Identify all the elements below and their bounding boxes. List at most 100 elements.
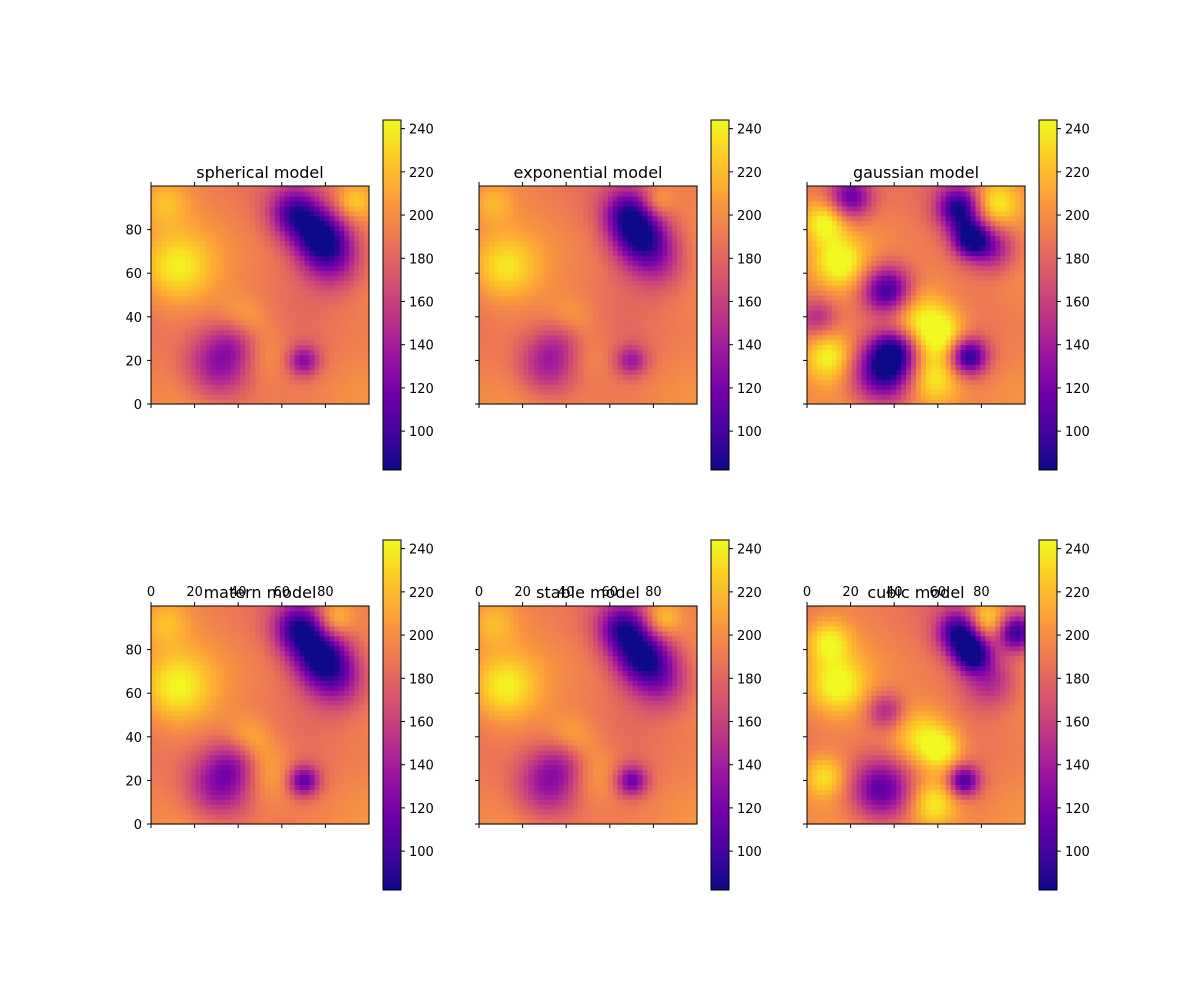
heatmap-cell	[314, 235, 321, 242]
heatmap-cell	[687, 275, 693, 281]
heatmap-cell	[493, 250, 500, 256]
heatmap-cell	[155, 349, 162, 356]
heatmap-cell	[289, 329, 296, 336]
heatmap-cell	[240, 344, 246, 351]
heatmap-cell	[637, 374, 644, 380]
heatmap-cell	[637, 290, 644, 296]
heatmap-cell	[807, 235, 813, 242]
heatmap-cell	[339, 354, 345, 360]
heatmap-cell	[538, 354, 544, 360]
heatmap-cell	[260, 319, 266, 326]
heatmap-cell	[210, 334, 216, 341]
heatmap-cell	[269, 349, 276, 356]
heatmap-cell	[155, 210, 162, 217]
heatmap-cell	[255, 285, 261, 291]
heatmap-cell	[264, 364, 271, 370]
heatmap-cell	[289, 260, 296, 266]
heatmap-cell	[518, 379, 525, 385]
heatmap-cell	[230, 215, 236, 222]
heatmap-cell	[339, 255, 345, 261]
heatmap-cell	[687, 215, 693, 222]
heatmap-cell	[319, 324, 325, 331]
heatmap-cell	[543, 210, 549, 217]
heatmap-cell	[309, 314, 316, 321]
heatmap-cell	[274, 290, 281, 296]
heatmap-cell	[811, 235, 818, 242]
heatmap-cell	[215, 210, 221, 217]
heatmap-cell	[851, 349, 858, 356]
heatmap-cell	[807, 195, 813, 202]
heatmap-cell	[523, 374, 530, 380]
heatmap-cell	[543, 290, 549, 296]
heatmap-cell	[637, 399, 644, 405]
heatmap-cell	[304, 359, 311, 365]
heatmap-cell	[578, 255, 584, 261]
heatmap-cell	[513, 389, 520, 395]
heatmap-cell	[225, 270, 231, 276]
heatmap-cell	[876, 364, 882, 370]
heatmap-cell	[563, 389, 569, 395]
heatmap-cell	[846, 270, 853, 276]
heatmap-cell	[508, 285, 515, 291]
heatmap-cell	[597, 230, 604, 237]
heatmap-cell	[553, 354, 559, 360]
heatmap-cell	[483, 190, 490, 197]
heatmap-cell	[349, 200, 355, 207]
heatmap-cell	[637, 200, 644, 207]
heatmap-cell	[662, 245, 668, 251]
heatmap-cell	[304, 190, 311, 197]
heatmap-cell	[329, 200, 335, 207]
heatmap-cell	[602, 275, 609, 281]
heatmap-cell	[583, 364, 589, 370]
heatmap-cell	[826, 186, 833, 192]
heatmap-cell	[627, 334, 634, 341]
heatmap-cell	[508, 299, 515, 306]
heatmap-cell	[573, 260, 579, 266]
heatmap-cell	[896, 275, 902, 281]
heatmap-cell	[632, 364, 639, 370]
heatmap-cell	[324, 384, 330, 390]
heatmap-cell	[513, 265, 520, 271]
heatmap-cell	[876, 369, 882, 375]
heatmap-cell	[622, 299, 629, 306]
heatmap-cell	[607, 319, 614, 326]
heatmap-cell	[508, 304, 515, 311]
heatmap-cell	[622, 334, 629, 341]
heatmap-cell	[205, 339, 212, 346]
heatmap-cell	[831, 379, 838, 385]
heatmap-cell	[225, 334, 231, 341]
heatmap-cell	[826, 359, 833, 365]
heatmap-cell	[811, 369, 818, 375]
heatmap-cell	[240, 215, 246, 222]
heatmap-cell	[592, 334, 599, 341]
heatmap-cell	[891, 344, 897, 351]
heatmap-cell	[538, 394, 544, 400]
heatmap-cell	[215, 220, 221, 227]
heatmap-cell	[151, 339, 157, 346]
heatmap-cell	[483, 290, 490, 296]
heatmap-cell	[807, 384, 813, 390]
heatmap-cell	[195, 389, 202, 395]
heatmap-cell	[513, 374, 520, 380]
heatmap-cell	[627, 399, 634, 405]
heatmap-cell	[344, 319, 350, 326]
heatmap-cell	[200, 200, 207, 207]
heatmap-cell	[165, 220, 172, 227]
heatmap-cell	[284, 329, 291, 336]
heatmap-cell	[578, 399, 584, 405]
heatmap-cell	[568, 210, 574, 217]
heatmap-cell	[264, 359, 271, 365]
heatmap-cell	[185, 364, 192, 370]
heatmap-cell	[642, 344, 649, 351]
heatmap-cell	[548, 285, 554, 291]
heatmap-cell	[831, 230, 838, 237]
heatmap-cell	[807, 354, 813, 360]
heatmap-cell	[160, 304, 167, 311]
heatmap-cell	[612, 240, 619, 247]
heatmap-cell	[667, 230, 673, 237]
heatmap-cell	[264, 290, 271, 296]
heatmap-cell	[642, 334, 649, 341]
heatmap-cell	[344, 235, 350, 242]
heatmap-cell	[165, 324, 172, 331]
heatmap-cell	[607, 349, 614, 356]
